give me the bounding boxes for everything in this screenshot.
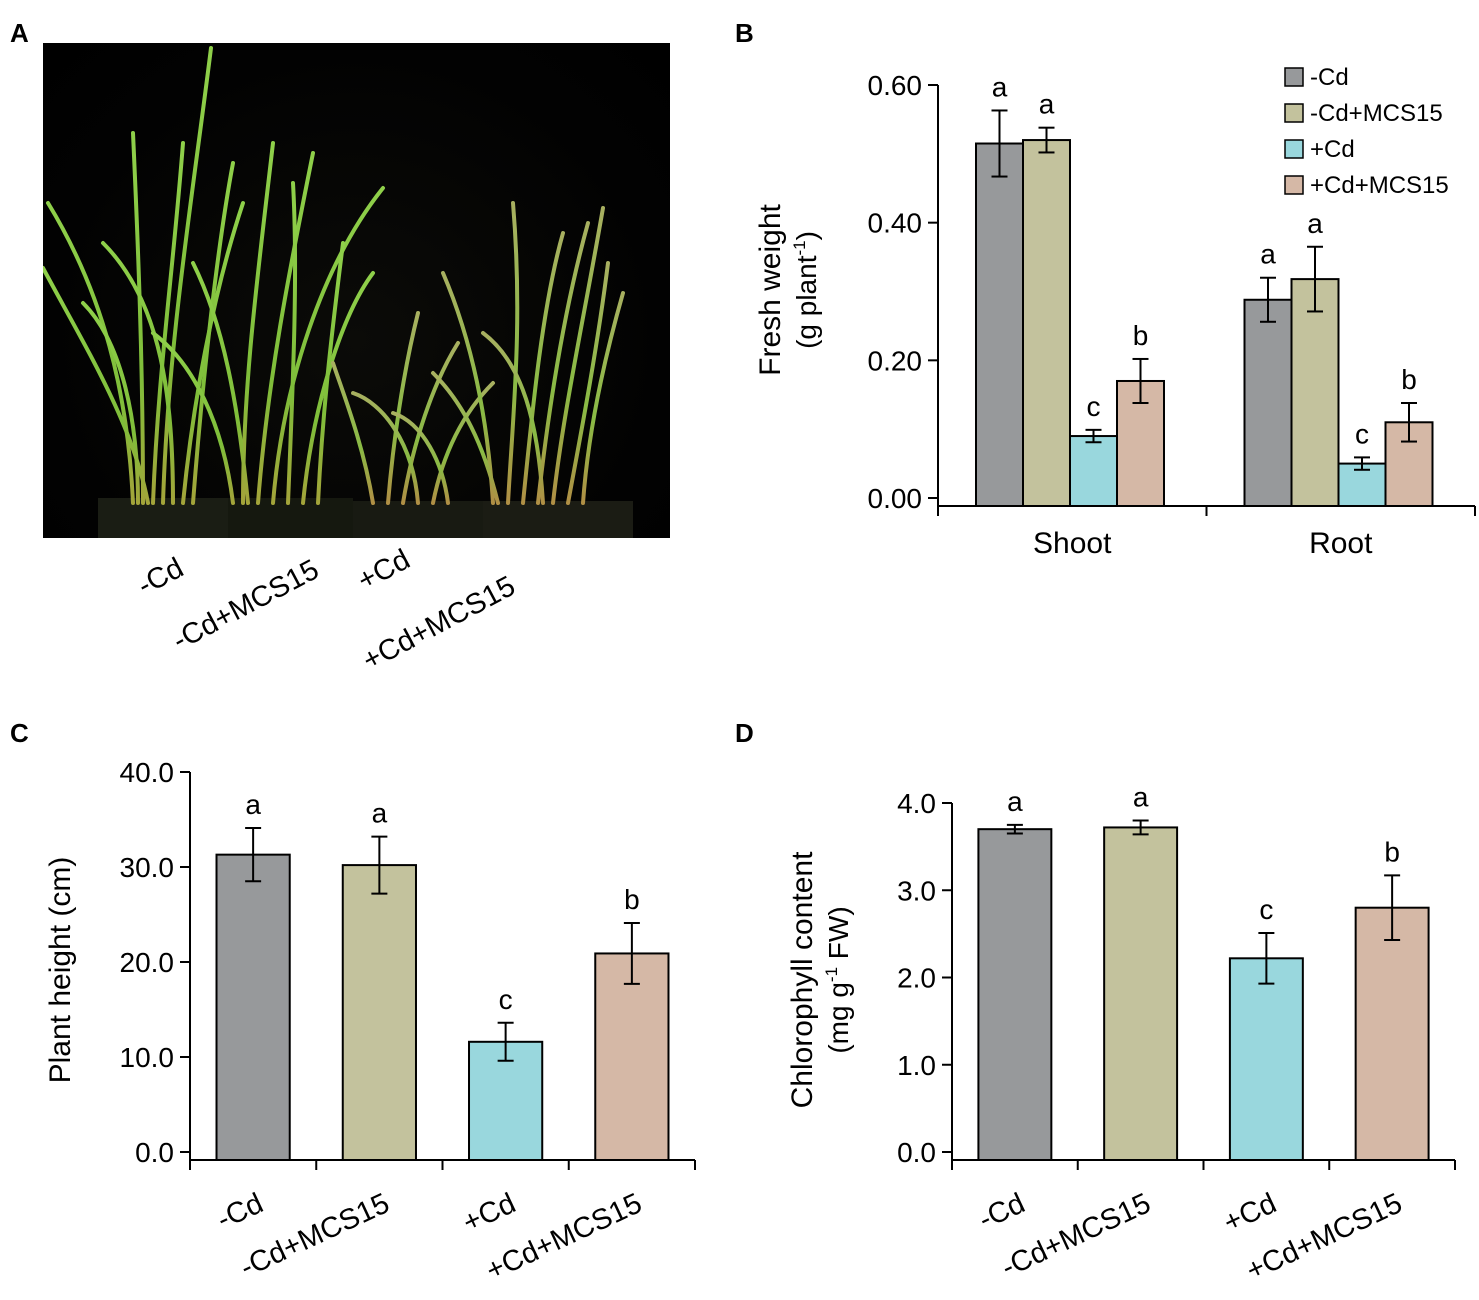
significance-letter: a [1007,786,1023,817]
y-tick-label: 0.0 [897,1137,936,1168]
bar [1243,298,1293,508]
significance-letter: a [1039,89,1055,120]
significance-letter: c [499,984,513,1015]
y-tick-label: 0.0 [135,1137,174,1168]
legend-entry: -Cd+MCS15 [1310,100,1443,127]
bar [215,853,291,1162]
significance-letter: a [1260,239,1276,270]
y-tick-label: 0.20 [868,345,923,376]
bar [1022,139,1071,507]
significance-letter: c [1355,418,1369,449]
x-category-label: Shoot [1033,527,1112,560]
significance-letter: a [1307,208,1323,239]
bar [1290,278,1340,507]
panel-letter-c: C [10,718,29,748]
significance-letter: b [1401,364,1417,395]
y-axis-label-line2: (g plant-1) [790,231,822,349]
chart-plant-height: 0.010.020.030.040.0a-Cda-Cd+MCS15c+Cdb+C… [44,757,696,1287]
x-category-label: -Cd [974,1187,1030,1236]
panel-letter-b: B [735,18,754,48]
tray [353,501,483,538]
y-tick-label: 20.0 [120,947,175,978]
x-category-label: -Cd [212,1187,268,1236]
y-axis-label: Chlorophyll content (mg g-1 FW) [786,851,854,1108]
bar [341,864,417,1161]
bar [975,142,1024,507]
y-tick-label: 40.0 [120,757,175,788]
y-tick-label: 30.0 [120,852,175,883]
significance-letter: a [992,71,1008,102]
legend-entry: +Cd [1310,136,1355,163]
x-category-label: +Cd [1219,1187,1281,1239]
rice-seedlings-photo [43,43,670,538]
y-axis-label: Fresh weight (g plant-1) [754,203,822,375]
photo-label-plus-cd: +Cd [352,543,416,598]
x-category-label: Root [1309,527,1373,560]
y-tick-label: 0.60 [868,70,923,101]
panel-letter-d: D [735,718,754,748]
y-axis-label-group: Plant height (cm) [44,857,77,1084]
legend-swatch [1284,139,1304,159]
legend-swatch [1284,175,1304,195]
photo-treatment-labels: -Cd -Cd+MCS15 +Cd +Cd+MCS15 [43,540,703,690]
legend-swatch [1284,67,1304,87]
y-tick-label: 10.0 [120,1042,175,1073]
bar [977,828,1053,1162]
bar [1069,435,1118,507]
bar [1103,826,1179,1162]
legend-swatch [1284,103,1304,123]
y-tick-label: 1.0 [897,1050,936,1081]
significance-letter: a [245,789,261,820]
y-tick-label: 2.0 [897,963,936,994]
y-tick-label: 0.40 [868,208,923,239]
photo-label-minus-cd-mcs15: -Cd+MCS15 [167,553,325,658]
chart-chlorophyll: 0.01.02.03.04.0 a-Cda-Cd+MCS15c+Cdb+Cd+MC… [786,781,1456,1287]
y-tick-label: 3.0 [897,875,936,906]
significance-letter: c [1087,391,1101,422]
significance-letter: b [1133,320,1149,351]
y-axis-label: Plant height (cm) [44,857,77,1084]
significance-letter: a [372,798,388,829]
photo-label-minus-cd: -Cd [132,551,189,603]
legend-entry: -Cd [1310,64,1349,91]
significance-letter: c [1259,894,1273,925]
bar [1228,957,1304,1161]
significance-letter: a [1133,781,1149,812]
y-tick-label: 4.0 [897,788,936,819]
y-axis-label-line2: (mg g-1 FW) [822,906,854,1053]
bar [594,952,670,1161]
tray [483,501,633,538]
y-tick-label: 0.00 [868,483,923,514]
bar [1354,906,1430,1161]
panel-letter-a: A [10,18,29,48]
seedlings-drawing [43,46,633,538]
significance-letter: b [1384,836,1400,867]
x-category-label: +Cd [458,1187,520,1239]
y-axis-label-line1: Chlorophyll content [786,851,819,1108]
significance-letter: b [624,884,640,915]
legend-entry: +Cd+MCS15 [1310,172,1449,199]
y-axis-label-line1: Fresh weight [754,203,787,375]
